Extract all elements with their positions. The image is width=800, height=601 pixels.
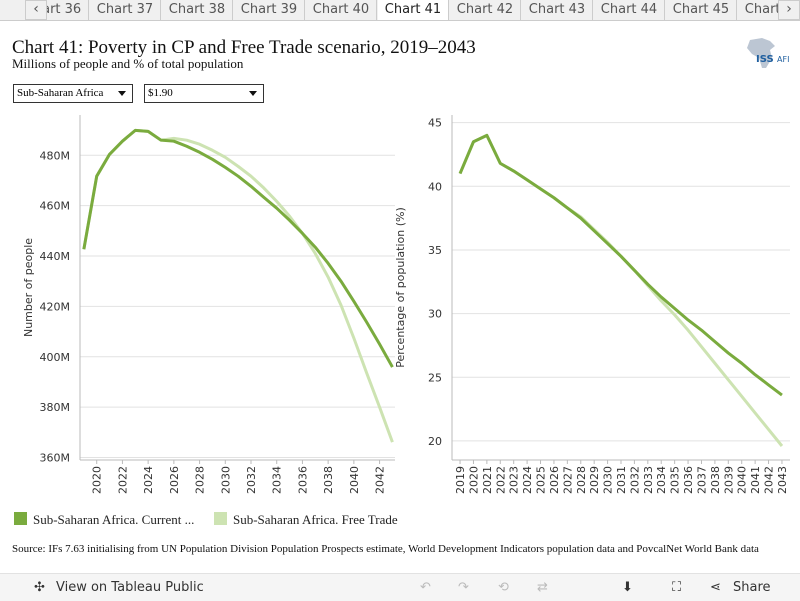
source: Source: IFs 7.63 initialising from UN Po… <box>12 543 759 555</box>
tab[interactable]: Chart 39 <box>234 0 305 20</box>
tab[interactable]: Chart 43 <box>522 0 593 20</box>
tab[interactable]: Chart 45 <box>666 0 737 20</box>
x-tick-label: 2030 <box>602 466 615 494</box>
view-link[interactable]: View on Tableau Public <box>56 580 204 595</box>
x-tick-label: 2026 <box>168 466 181 494</box>
logo-text: ISS <box>756 54 774 65</box>
x-tick-label: 2022 <box>494 466 507 494</box>
toolbar: ✣ View on Tableau Public ↶ ↷ ⟲ ⇄ ⬇ ⛶ ⋖ S… <box>0 573 800 601</box>
x-tick-label: 2038 <box>322 466 335 494</box>
x-tick-label: 2034 <box>271 466 284 494</box>
region-filter[interactable]: Sub-Saharan Africa <box>13 84 133 103</box>
x-tick-label: 2032 <box>628 466 641 494</box>
redo[interactable]: ↷ <box>458 580 469 595</box>
legend-item[interactable]: Sub-Saharan Africa. Free Trade <box>214 512 398 528</box>
x-tick-label: 2020 <box>91 466 104 494</box>
legend-item[interactable]: Sub-Saharan Africa. Current ... <box>14 512 194 528</box>
y-tick-label: 360M <box>40 451 71 464</box>
x-tick-label: 2025 <box>535 466 548 494</box>
x-tick-label: 2040 <box>736 466 749 494</box>
legend-label: Sub-Saharan Africa. Free Trade <box>233 512 398 527</box>
line-series <box>458 133 783 397</box>
x-tick-label: 2042 <box>374 466 387 494</box>
subtitle: Millions of people and % of total popula… <box>12 56 244 71</box>
y-axis-label: Number of people <box>22 238 35 337</box>
y-tick-label: 400M <box>40 351 71 364</box>
x-tick-label: 2029 <box>588 466 601 494</box>
x-tick-label: 2034 <box>655 466 668 494</box>
x-tick-label: 2023 <box>508 466 521 494</box>
y-tick-label: 25 <box>428 371 442 384</box>
y-tick-label: 40 <box>428 180 442 193</box>
x-tick-label: 2043 <box>776 466 789 494</box>
tab[interactable]: Chart 40 <box>306 0 377 20</box>
y-tick-label: 480M <box>40 149 71 162</box>
fullscreen[interactable]: ⛶ <box>672 580 682 595</box>
y-tick-label: 45 <box>428 117 442 130</box>
x-tick-label: 2037 <box>695 466 708 494</box>
tab[interactable]: Chart 44 <box>594 0 665 20</box>
legend-swatch <box>14 512 27 525</box>
x-tick-label: 2033 <box>642 466 655 494</box>
tab[interactable]: Chart 38 <box>162 0 233 20</box>
x-tick-label: 2032 <box>245 466 258 494</box>
legend-label: Sub-Saharan Africa. Current ... <box>33 512 195 527</box>
x-tick-label: 2020 <box>467 466 480 494</box>
x-tick-label: 2024 <box>521 466 534 494</box>
tab-prev[interactable]: ‹ <box>25 0 47 20</box>
x-tick-label: 2040 <box>348 466 361 494</box>
y-tick-label: 30 <box>428 308 442 321</box>
x-tick-label: 2031 <box>615 466 628 494</box>
x-tick-label: 2030 <box>219 466 232 494</box>
tab[interactable]: Chart 41 <box>378 0 449 20</box>
tab[interactable]: Chart 42 <box>450 0 521 20</box>
y-tick-label: 420M <box>40 300 71 313</box>
y-tick-label: 35 <box>428 244 442 257</box>
x-tick-label: 2035 <box>669 466 682 494</box>
x-tick-label: 2026 <box>548 466 561 494</box>
line-series <box>82 128 394 368</box>
refresh[interactable]: ⇄ <box>537 580 548 595</box>
x-tick-label: 2028 <box>575 466 588 494</box>
download[interactable]: ⬇ <box>622 580 633 595</box>
x-tick-label: 2024 <box>142 466 155 494</box>
x-tick-label: 2036 <box>682 466 695 494</box>
line-series <box>458 133 784 447</box>
y-tick-label: 20 <box>428 435 442 448</box>
y-axis-label: Percentage of population (%) <box>394 207 407 368</box>
poverty-line-filter[interactable]: $1.90 <box>144 84 264 103</box>
logo: ISS AFI <box>747 38 789 68</box>
y-tick-label: 440M <box>40 250 71 263</box>
logo-map <box>747 38 775 68</box>
x-tick-label: 2041 <box>749 466 762 494</box>
revert[interactable]: ⟲ <box>498 580 509 595</box>
share-icon: ⋖ <box>710 580 721 595</box>
x-tick-label: 2028 <box>194 466 207 494</box>
title: Chart 41: Poverty in CP and Free Trade s… <box>12 37 476 58</box>
undo[interactable]: ↶ <box>420 580 431 595</box>
x-tick-label: 2022 <box>116 466 129 494</box>
x-tick-label: 2039 <box>722 466 735 494</box>
x-tick-label: 2019 <box>454 466 467 494</box>
legend-swatch <box>214 512 227 525</box>
y-tick-label: 460M <box>40 200 71 213</box>
y-tick-label: 380M <box>40 401 71 414</box>
tab-bar: Chart 46 Chart 45 Chart 44 Chart 43 Chart 42… <box>0 0 800 21</box>
tab-next[interactable]: › <box>778 0 800 20</box>
x-tick-label: 2021 <box>481 466 494 494</box>
tableau-icon: ✣ <box>34 580 45 595</box>
x-tick-label: 2036 <box>296 466 309 494</box>
tab[interactable]: Chart 37 <box>90 0 161 20</box>
x-tick-label: 2042 <box>763 466 776 494</box>
x-tick-label: 2038 <box>709 466 722 494</box>
charts: 360M 380M 400M 420M 440M 460M 480M 2020 2022 2024… <box>22 115 790 494</box>
share[interactable]: Share <box>733 580 771 595</box>
logo-text: AFI <box>777 55 789 64</box>
x-tick-label: 2027 <box>561 466 574 494</box>
